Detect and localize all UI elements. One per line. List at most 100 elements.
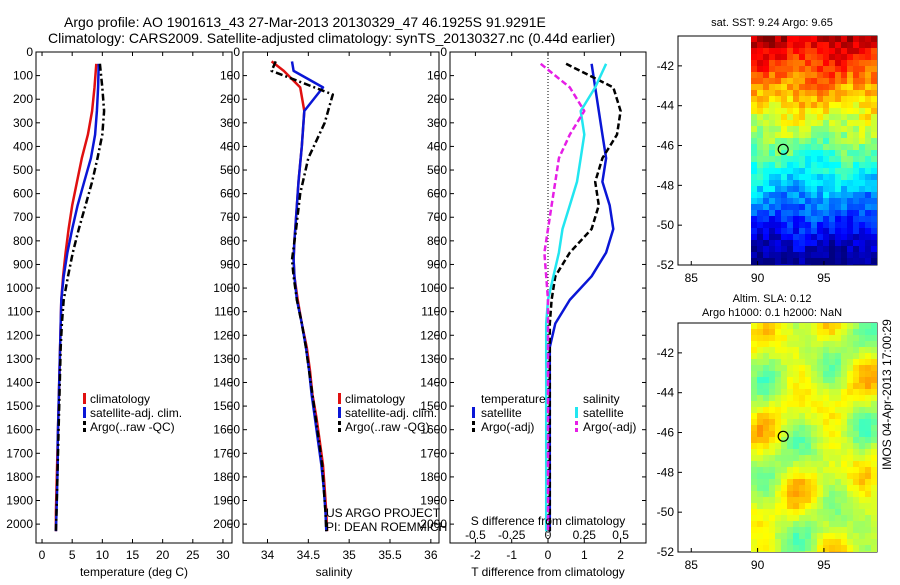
sla-cell — [769, 335, 776, 342]
sla-cell — [853, 335, 860, 342]
sst-cell — [811, 42, 818, 49]
sst-cell — [829, 258, 836, 265]
sst-cell — [853, 54, 860, 61]
sst-cell — [823, 204, 830, 211]
sla-cell — [763, 359, 770, 366]
sst-cell — [865, 72, 872, 79]
sst-cell — [787, 216, 794, 223]
y-tick-label: 1600 — [420, 423, 447, 437]
sst-cell — [751, 120, 758, 127]
sst-cell — [763, 60, 770, 67]
sla-cell — [841, 419, 848, 426]
sst-cell — [787, 132, 794, 139]
sla-cell — [805, 461, 812, 468]
sla-cell — [829, 359, 836, 366]
sla-cell — [799, 449, 806, 456]
sla-cell — [811, 413, 818, 420]
sst-cell — [781, 228, 788, 235]
sst-cell — [829, 96, 836, 103]
sla-cell — [859, 539, 866, 546]
sla-cell — [847, 341, 854, 348]
sla-cell — [823, 323, 830, 330]
sla-cell — [841, 437, 848, 444]
sst-cell — [805, 216, 812, 223]
sst-cell — [859, 258, 866, 265]
sla-cell — [805, 383, 812, 390]
sst-cell — [781, 102, 788, 109]
sla-cell — [841, 491, 848, 498]
sla-cell — [865, 431, 872, 438]
sst-cell — [847, 120, 854, 127]
sla-cell — [865, 509, 872, 516]
sst-cell — [793, 228, 800, 235]
sst-cell — [751, 174, 758, 181]
sla-cell — [847, 473, 854, 480]
sla-cell — [817, 329, 824, 336]
sst-cell — [793, 186, 800, 193]
sst-cell — [775, 216, 782, 223]
sst-cell — [799, 78, 806, 85]
sla-cell — [799, 371, 806, 378]
sst-cell — [841, 228, 848, 235]
sla-cell — [853, 527, 860, 534]
sla-cell — [757, 479, 764, 486]
sla-cell — [781, 473, 788, 480]
sst-cell — [817, 192, 824, 199]
sla-cell — [763, 425, 770, 432]
y-tick-label: 1500 — [6, 399, 33, 413]
sst-cell — [871, 198, 877, 205]
sla-cell — [757, 365, 764, 372]
sst-cell — [787, 168, 794, 175]
sst-cell — [751, 192, 758, 199]
sla-cell — [793, 437, 800, 444]
sla-cell — [865, 473, 872, 480]
sst-cell — [871, 156, 877, 163]
sst-cell — [751, 66, 758, 73]
sst-cell — [871, 234, 877, 241]
sst-cell — [787, 66, 794, 73]
sla-cell — [841, 503, 848, 510]
sst-cell — [871, 252, 877, 259]
sst-cell — [835, 138, 842, 145]
sla-cell — [781, 389, 788, 396]
sla-cell — [835, 425, 842, 432]
y-tick-label: 100 — [220, 69, 240, 83]
sst-cell — [757, 48, 764, 55]
sla-cell — [829, 413, 836, 420]
sla-cell — [853, 515, 860, 522]
sla-cell — [793, 395, 800, 402]
sst-cell — [805, 168, 812, 175]
sst-cell — [853, 156, 860, 163]
sla-cell — [811, 443, 818, 450]
sst-cell — [799, 72, 806, 79]
sst-cell — [811, 132, 818, 139]
x-tick-label: -2 — [470, 548, 481, 562]
sst-cell — [769, 234, 776, 241]
sla-cell — [835, 521, 842, 528]
sla-cell — [787, 401, 794, 408]
sla-cell — [817, 485, 824, 492]
sst-cell — [853, 234, 860, 241]
sst-cell — [775, 48, 782, 55]
sst-cell — [769, 54, 776, 61]
sla-cell — [823, 467, 830, 474]
sst-cell — [847, 216, 854, 223]
sst-cell — [811, 150, 818, 157]
sla-cell — [799, 359, 806, 366]
sst-cell — [817, 168, 824, 175]
sla-cell — [829, 401, 836, 408]
sst-cell — [775, 228, 782, 235]
sst-cell — [853, 174, 860, 181]
sst-cell — [871, 96, 877, 103]
sla-cell — [775, 329, 782, 336]
sst-cell — [823, 240, 830, 247]
sla-cell — [751, 521, 758, 528]
x-tick-label: 1 — [581, 548, 588, 562]
y-tick-label: 1700 — [420, 446, 447, 460]
sst-cell — [853, 60, 860, 67]
sst-cell — [769, 66, 776, 73]
x-tick-label: 15 — [126, 548, 140, 562]
sst-cell — [841, 192, 848, 199]
sla-cell — [811, 503, 818, 510]
sla-cell — [847, 503, 854, 510]
